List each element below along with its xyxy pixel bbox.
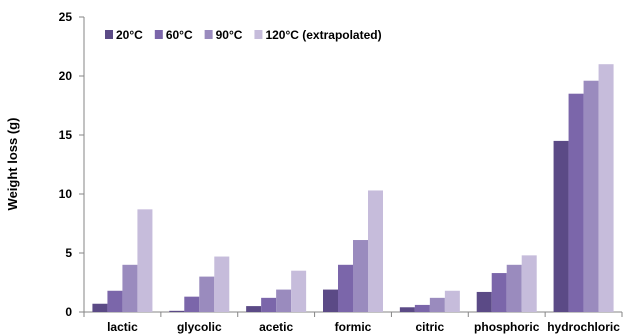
y-axis-title: Weight loss (g)	[5, 118, 20, 211]
legend-label: 90°C	[216, 28, 243, 42]
bar	[414, 304, 430, 312]
bar	[429, 297, 445, 312]
bar	[368, 190, 383, 312]
legend: 20°C 60°C 90°C 120°C (extrapolated)	[105, 28, 382, 42]
y-tick-label: 25	[59, 10, 73, 24]
bar	[107, 290, 123, 312]
y-axis: 0 5 10 15 20 25	[59, 10, 85, 319]
bar	[399, 307, 415, 312]
bar	[353, 240, 368, 312]
y-tick-label: 15	[59, 128, 73, 142]
bars-group	[92, 64, 614, 312]
y-tick-label: 0	[65, 305, 72, 319]
bar	[476, 291, 492, 312]
x-axis: lactic glycolic acetic formic citric phosphor…	[83, 311, 623, 334]
bar	[214, 256, 230, 312]
bar	[246, 306, 262, 312]
y-tick-label: 10	[59, 187, 73, 201]
bar	[444, 290, 460, 312]
bar	[491, 273, 507, 312]
bar	[506, 264, 522, 312]
bar	[583, 80, 599, 312]
legend-swatch	[154, 30, 163, 39]
legend-swatch	[254, 30, 263, 39]
bar	[137, 209, 153, 312]
x-category-label: glycolic	[177, 320, 222, 334]
bar	[92, 303, 108, 312]
x-category-label: citric	[416, 320, 445, 334]
bar	[553, 140, 569, 312]
bar	[323, 289, 338, 312]
legend-label: 120°C (extrapolated)	[265, 28, 381, 42]
x-category-label: phosphoric	[474, 320, 540, 334]
legend-label: 60°C	[166, 28, 193, 42]
bar	[338, 264, 353, 312]
bar	[199, 276, 215, 312]
bar	[184, 296, 200, 312]
bar	[276, 289, 292, 312]
bar	[521, 255, 537, 312]
bar	[122, 264, 138, 312]
bar	[291, 270, 307, 312]
legend-swatch	[105, 30, 113, 39]
bar	[261, 297, 277, 312]
bar	[598, 64, 614, 312]
x-category-label: hydrochloric	[547, 320, 620, 334]
bar	[568, 93, 584, 312]
x-category-label: formic	[335, 320, 372, 334]
bar	[169, 310, 185, 312]
x-category-label: lactic	[107, 320, 138, 334]
y-tick-label: 5	[65, 246, 72, 260]
legend-label: 20°C	[116, 28, 143, 42]
legend-swatch	[204, 30, 213, 39]
x-category-label: acetic	[259, 320, 293, 334]
y-tick-label: 20	[59, 69, 73, 83]
